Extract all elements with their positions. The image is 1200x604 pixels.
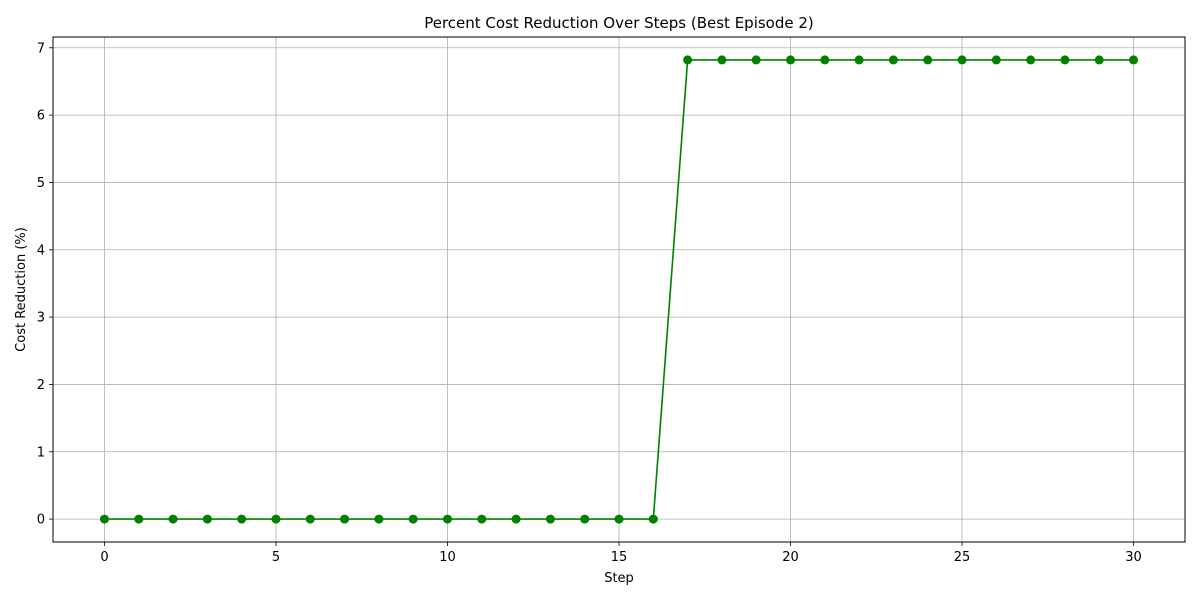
data-point <box>786 55 796 65</box>
data-point <box>717 55 727 65</box>
y-tick-label: 1 <box>37 445 45 460</box>
data-point <box>374 514 384 524</box>
x-tick-label: 25 <box>954 550 971 565</box>
series-layer <box>99 55 1139 524</box>
grid <box>53 37 1185 542</box>
data-point <box>168 514 178 524</box>
x-tick-label: 30 <box>1125 550 1142 565</box>
chart-title: Percent Cost Reduction Over Steps (Best … <box>424 14 814 32</box>
data-point <box>511 514 521 524</box>
axis-ticks: 0 5 10 15 20 25 30 0 1 2 3 4 5 6 7 <box>37 41 1142 565</box>
data-point <box>614 514 624 524</box>
data-point <box>820 55 830 65</box>
data-point <box>1094 55 1104 65</box>
data-point <box>237 514 247 524</box>
data-point <box>683 55 693 65</box>
data-point <box>545 514 555 524</box>
y-tick-label: 3 <box>37 311 45 326</box>
data-point <box>648 514 658 524</box>
y-tick-label: 7 <box>37 41 45 56</box>
y-tick-label: 2 <box>37 378 45 393</box>
data-point <box>957 55 967 65</box>
data-point <box>1060 55 1070 65</box>
data-point <box>580 514 590 524</box>
data-point <box>923 55 933 65</box>
data-point <box>340 514 350 524</box>
data-point <box>751 55 761 65</box>
y-tick-label: 6 <box>37 109 45 124</box>
y-tick-label: 4 <box>37 243 45 258</box>
y-tick-label: 5 <box>37 176 45 191</box>
x-tick-label: 20 <box>782 550 799 565</box>
x-tick-label: 0 <box>100 550 108 565</box>
data-point <box>991 55 1001 65</box>
data-point <box>134 514 144 524</box>
data-point <box>442 514 452 524</box>
data-point <box>305 514 315 524</box>
x-tick-label: 5 <box>272 550 280 565</box>
data-point <box>408 514 418 524</box>
data-point <box>202 514 212 524</box>
data-point <box>854 55 864 65</box>
y-tick-label: 0 <box>37 513 45 528</box>
data-point <box>271 514 281 524</box>
x-tick-label: 10 <box>439 550 456 565</box>
y-axis-label: Cost Reduction (%) <box>14 227 29 352</box>
x-axis-label: Step <box>604 571 634 586</box>
data-point <box>1026 55 1036 65</box>
data-point <box>888 55 898 65</box>
data-point <box>477 514 487 524</box>
data-point <box>99 514 109 524</box>
data-point <box>1129 55 1139 65</box>
x-tick-label: 15 <box>611 550 628 565</box>
